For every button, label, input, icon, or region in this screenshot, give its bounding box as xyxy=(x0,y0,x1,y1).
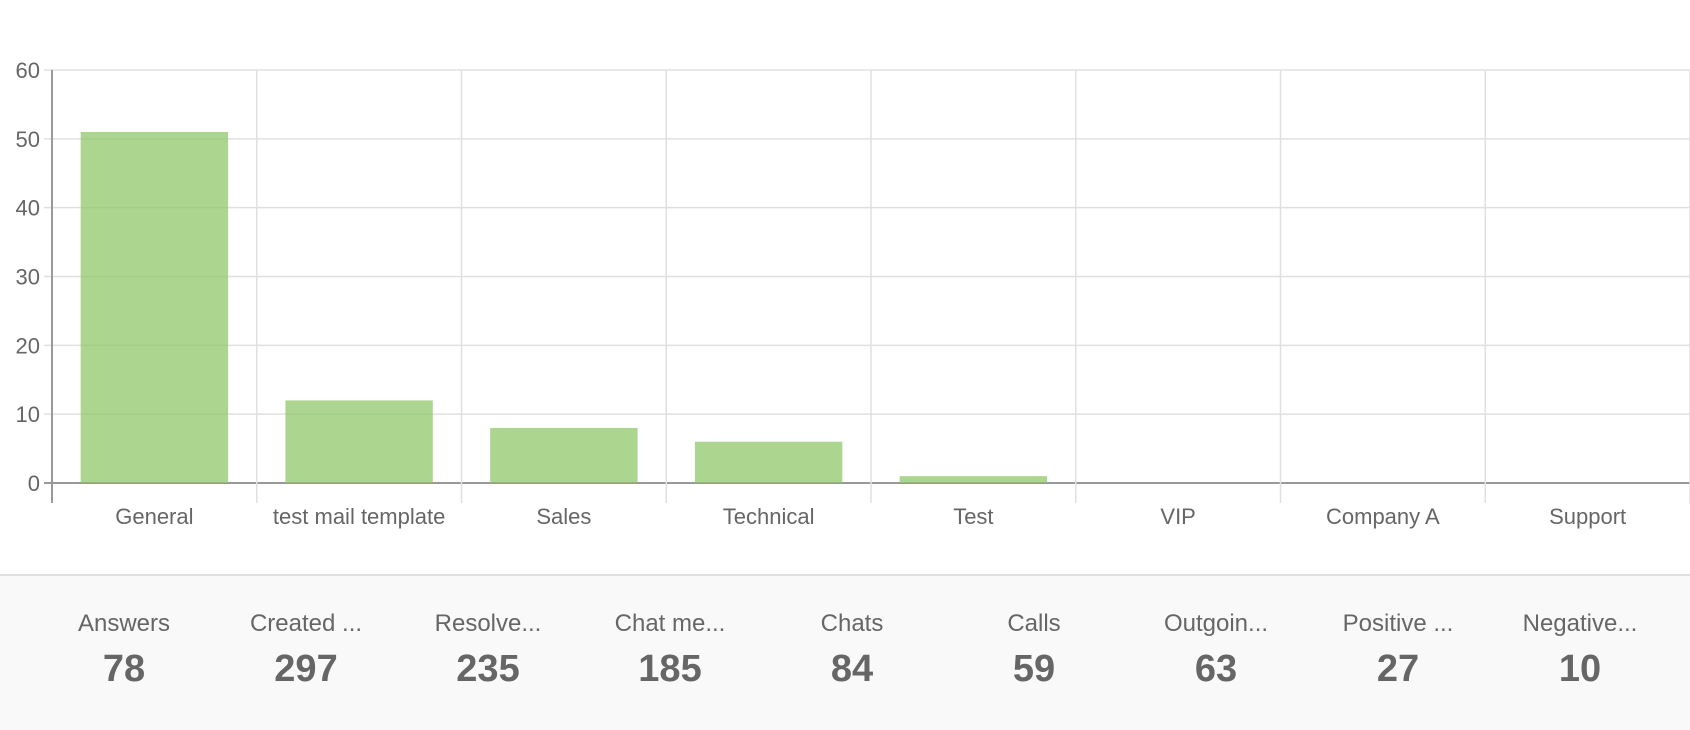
stat-label: Positive ... xyxy=(1342,610,1454,637)
stat-label: Calls xyxy=(1007,610,1061,637)
stat-label: Answers xyxy=(77,610,171,637)
y-tick-label: 60 xyxy=(16,58,40,83)
stat-label: Chats xyxy=(820,610,884,637)
stat-value: 63 xyxy=(1194,648,1238,690)
stat-value: 27 xyxy=(1376,648,1420,690)
stat-value: 84 xyxy=(830,648,874,690)
stat-item: Chats 84 xyxy=(761,610,943,691)
x-tick-label: General xyxy=(115,504,193,529)
stat-value: 185 xyxy=(638,648,702,690)
y-tick-label: 10 xyxy=(16,402,40,427)
bar-technical xyxy=(694,441,843,483)
stat-item: Created ... 297 xyxy=(215,610,397,691)
stat-label: Negative... xyxy=(1522,610,1638,637)
x-tick-label: Test xyxy=(953,504,993,529)
x-tick-label: Technical xyxy=(723,504,815,529)
stat-label: Created ... xyxy=(249,610,363,637)
x-tick-label: VIP xyxy=(1160,504,1195,529)
stat-label: Resolve... xyxy=(434,610,542,637)
x-tick-label: Company A xyxy=(1326,504,1440,529)
stat-item: Positive ... 27 xyxy=(1307,610,1489,691)
stat-value: 78 xyxy=(102,648,146,690)
stat-label: Chat me... xyxy=(614,610,726,637)
stat-value: 59 xyxy=(1012,648,1056,690)
bar-sales xyxy=(490,427,638,483)
y-tick-label: 50 xyxy=(16,127,40,152)
stat-label: Outgoin... xyxy=(1163,610,1269,637)
x-tick-label: test mail template xyxy=(273,504,445,529)
stat-item: Resolve... 235 xyxy=(397,610,579,691)
stat-item: Chat me... 185 xyxy=(579,610,761,691)
y-tick-label: 40 xyxy=(16,196,40,221)
stat-value: 297 xyxy=(274,648,338,690)
x-tick-label: Sales xyxy=(536,504,591,529)
bar-test xyxy=(899,476,1048,483)
stat-value: 235 xyxy=(456,648,520,690)
bar-test-mail-template xyxy=(285,400,433,483)
stat-item: Negative... 10 xyxy=(1489,610,1671,691)
stat-item: Calls 59 xyxy=(943,610,1125,691)
stat-item: Outgoin... 63 xyxy=(1125,610,1307,691)
y-tick-label: 0 xyxy=(28,471,40,496)
y-tick-label: 20 xyxy=(16,333,40,358)
y-tick-label: 30 xyxy=(16,265,40,290)
stats-footer: Answers 78 Created ... 297 Resolve... 235 Chat… xyxy=(0,574,1690,730)
bar-general xyxy=(80,131,229,483)
bar-chart: 0 10 20 30 40 50 60 General test mail template Sa… xyxy=(16,58,1690,529)
x-tick-label: Support xyxy=(1549,504,1626,529)
stat-item: Answers 78 xyxy=(33,610,215,691)
stat-value: 10 xyxy=(1558,648,1602,690)
